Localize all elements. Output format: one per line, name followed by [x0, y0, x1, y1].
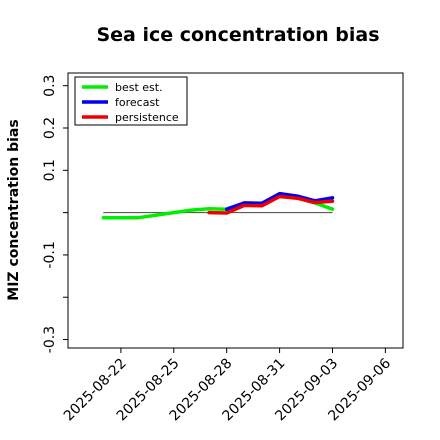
y-tick-label: -0.3 [42, 326, 58, 353]
legend-label: forecast [115, 96, 160, 109]
plot-frame [67, 72, 404, 349]
y-axis-label: MIZ concentration bias [6, 119, 22, 300]
series-line-persistence [207, 194, 335, 215]
y-tick-label: 0.3 [42, 75, 58, 97]
chart-title: Sea ice concentration bias [96, 24, 380, 46]
legend-label: persistence [115, 111, 179, 124]
y-tick-label: 0.1 [42, 159, 58, 181]
legend-label: best est. [115, 81, 163, 94]
legend: best est. forecast persistence [74, 76, 188, 126]
y-tick-label: 0.2 [42, 117, 58, 139]
y-tick-label: -0.1 [42, 241, 58, 268]
